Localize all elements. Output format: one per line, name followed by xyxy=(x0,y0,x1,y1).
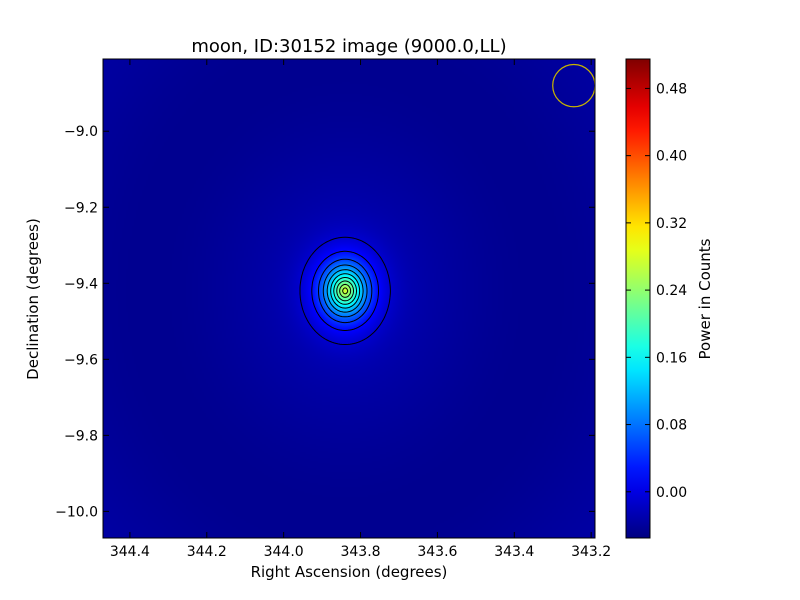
y-tick-label-0: −9.0 xyxy=(64,124,98,140)
x-tick-label-0: 344.4 xyxy=(110,544,150,560)
y-tick-label-3: −9.6 xyxy=(64,352,98,368)
contour-4 xyxy=(330,273,361,309)
y-tick-label-1: −9.2 xyxy=(64,200,98,216)
colorbar-frame xyxy=(625,58,651,539)
y-tick-label-4: −9.8 xyxy=(64,428,98,444)
colorbar: 0.00 0.08 0.16 0.24 0.32 0.40 0.48 xyxy=(625,58,687,539)
chart-title: moon, ID:30152 image (9000.0,LL) xyxy=(191,36,506,57)
contour-7 xyxy=(339,283,352,298)
colorbar-ticks: 0.00 0.08 0.16 0.24 0.32 0.40 0.48 xyxy=(626,81,687,501)
colorbar-tick-label-0: 0.00 xyxy=(656,485,687,501)
contour-dashed-0 xyxy=(299,236,391,345)
y-tick-label-2: −9.4 xyxy=(64,276,98,292)
x-tick-label-1: 344.2 xyxy=(187,544,227,560)
colorbar-tick-label-3: 0.24 xyxy=(656,283,687,299)
colorbar-tick-label-5: 0.40 xyxy=(656,149,687,165)
contour-2 xyxy=(322,264,368,318)
contour-1 xyxy=(318,258,373,324)
plot-area: 344.4 344.2 344.0 343.8 343.6 343.4 343.2 −9.0… xyxy=(55,58,611,560)
plot-frame xyxy=(102,58,596,539)
contour-5 xyxy=(333,277,357,305)
y-axis-ticks: −9.0 −9.2 −9.4 −9.6 −9.8 −10.0 xyxy=(55,124,595,520)
x-tick-label-5: 343.4 xyxy=(494,544,534,560)
beam-ellipse xyxy=(552,63,595,108)
contour-8 xyxy=(342,287,349,295)
contour-3 xyxy=(326,269,364,313)
colorbar-tick-label-4: 0.32 xyxy=(656,216,687,232)
x-tick-label-6: 343.2 xyxy=(571,544,611,560)
colorbar-label: Power in Counts xyxy=(696,238,714,359)
colorbar-gradient xyxy=(626,59,650,538)
x-tick-label-3: 343.8 xyxy=(340,544,380,560)
contour-0 xyxy=(311,250,379,331)
y-tick-label-5: −10.0 xyxy=(55,504,98,520)
x-axis-label: Right Ascension (degrees) xyxy=(251,563,448,581)
contour-6 xyxy=(336,280,354,302)
colorbar-tick-label-2: 0.16 xyxy=(656,350,687,366)
contour-layer xyxy=(299,236,391,345)
x-axis-ticks: 344.4 344.2 344.0 343.8 343.6 343.4 343.2 xyxy=(110,59,611,560)
x-tick-label-2: 344.0 xyxy=(264,544,304,560)
heatmap-image xyxy=(103,59,595,538)
colorbar-tick-label-6: 0.48 xyxy=(656,81,687,97)
colorbar-tick-label-1: 0.08 xyxy=(656,418,687,434)
x-tick-label-4: 343.6 xyxy=(417,544,457,560)
y-axis-label: Declination (degrees) xyxy=(24,218,42,380)
